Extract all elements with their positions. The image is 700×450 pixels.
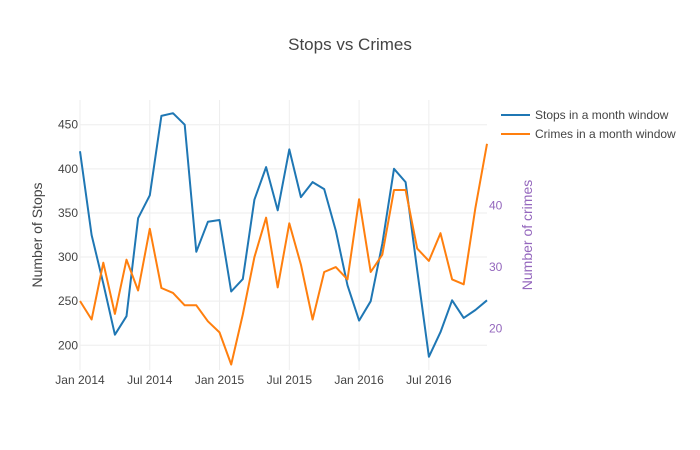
legend-label-stops: Stops in a month window xyxy=(535,108,669,122)
x-tick-label: Jul 2014 xyxy=(127,373,173,387)
x-tick-label: Jan 2015 xyxy=(195,373,245,387)
x-tick-label: Jul 2015 xyxy=(267,373,313,387)
y2-axis-title: Number of crimes xyxy=(519,180,535,290)
chart-title: Stops vs Crimes xyxy=(288,35,412,54)
x-gridlines xyxy=(79,100,430,370)
y-tick-label: 450 xyxy=(58,118,78,132)
y-tick-label: 350 xyxy=(58,206,78,220)
x-tick-label: Jul 2016 xyxy=(406,373,452,387)
y-tick-label: 250 xyxy=(58,294,78,308)
series-lines xyxy=(79,112,488,366)
x-tick-label: Jan 2014 xyxy=(55,373,105,387)
y-tick-label: 300 xyxy=(58,250,78,264)
y2-tick-label: 30 xyxy=(489,260,503,274)
x-tick-label: Jan 2016 xyxy=(334,373,384,387)
y2-axis-ticks: 20 30 40 xyxy=(489,198,503,335)
series-line-crimes xyxy=(79,143,488,366)
legend-item-crimes[interactable]: Crimes in a month window xyxy=(501,127,676,141)
legend-item-stops[interactable]: Stops in a month window xyxy=(501,108,669,122)
y-tick-label: 400 xyxy=(58,162,78,176)
y2-tick-label: 40 xyxy=(489,198,503,212)
x-axis-ticks: Jan 2014 Jul 2014 Jan 2015 Jul 2015 Jan 2016… xyxy=(55,373,452,387)
y-tick-label: 200 xyxy=(58,338,78,352)
series-line-stops xyxy=(79,112,488,358)
y-axis-title: Number of Stops xyxy=(29,182,45,287)
y2-tick-label: 20 xyxy=(489,322,503,336)
legend-label-crimes: Crimes in a month window xyxy=(535,127,676,141)
y-gridlines xyxy=(80,124,487,346)
legend[interactable]: Stops in a month window Crimes in a mont… xyxy=(501,108,676,141)
y-axis-ticks: 200 250 300 350 400 450 xyxy=(58,118,78,353)
